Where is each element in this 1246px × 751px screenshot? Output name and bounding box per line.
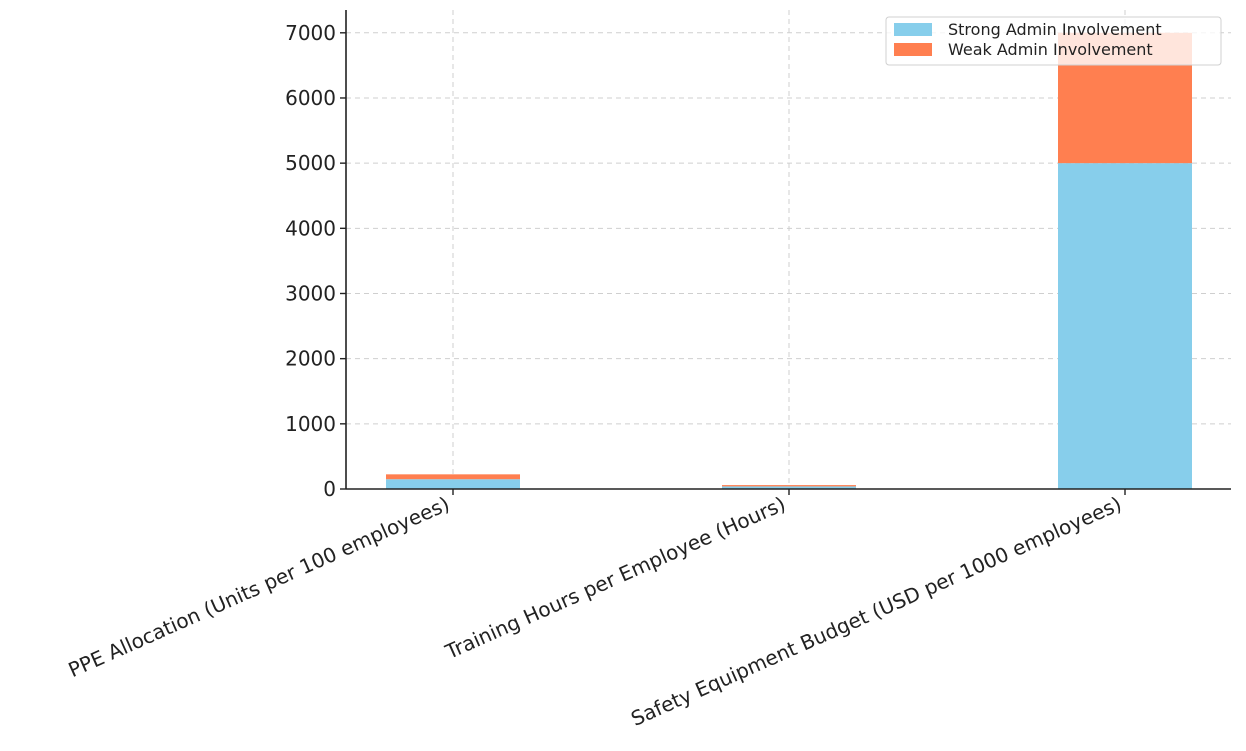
bar-strong-0 [386, 479, 520, 489]
legend-swatch [894, 43, 932, 56]
x-category-label: PPE Allocation (Units per 100 employees) [65, 492, 453, 682]
legend-label: Strong Admin Involvement [948, 20, 1162, 39]
y-tick-label: 6000 [285, 86, 336, 110]
y-tick-label: 2000 [285, 347, 336, 371]
bar-weak-0 [386, 474, 520, 480]
y-tick-label: 1000 [285, 412, 336, 436]
legend-frame [885, 16, 1222, 66]
axes-layer [340, 10, 1231, 495]
y-tick-label: 0 [323, 477, 336, 501]
bar-weak-1 [722, 485, 856, 487]
labels-layer: 0 1000 2000 3000 4000 5000 6000 7000 PPE Allocat… [65, 21, 1125, 731]
y-tick-label: 4000 [285, 216, 336, 240]
bar-strong-1 [722, 486, 856, 489]
y-tick-label: 7000 [285, 21, 336, 45]
legend-label: Weak Admin Involvement [948, 40, 1153, 59]
legend-swatch [894, 23, 932, 36]
y-tick-label: 5000 [285, 151, 336, 175]
x-category-label: Training Hours per Employee (Hours) [441, 492, 789, 665]
bar-strong-2 [1058, 163, 1192, 489]
y-tick-label: 3000 [285, 281, 336, 305]
